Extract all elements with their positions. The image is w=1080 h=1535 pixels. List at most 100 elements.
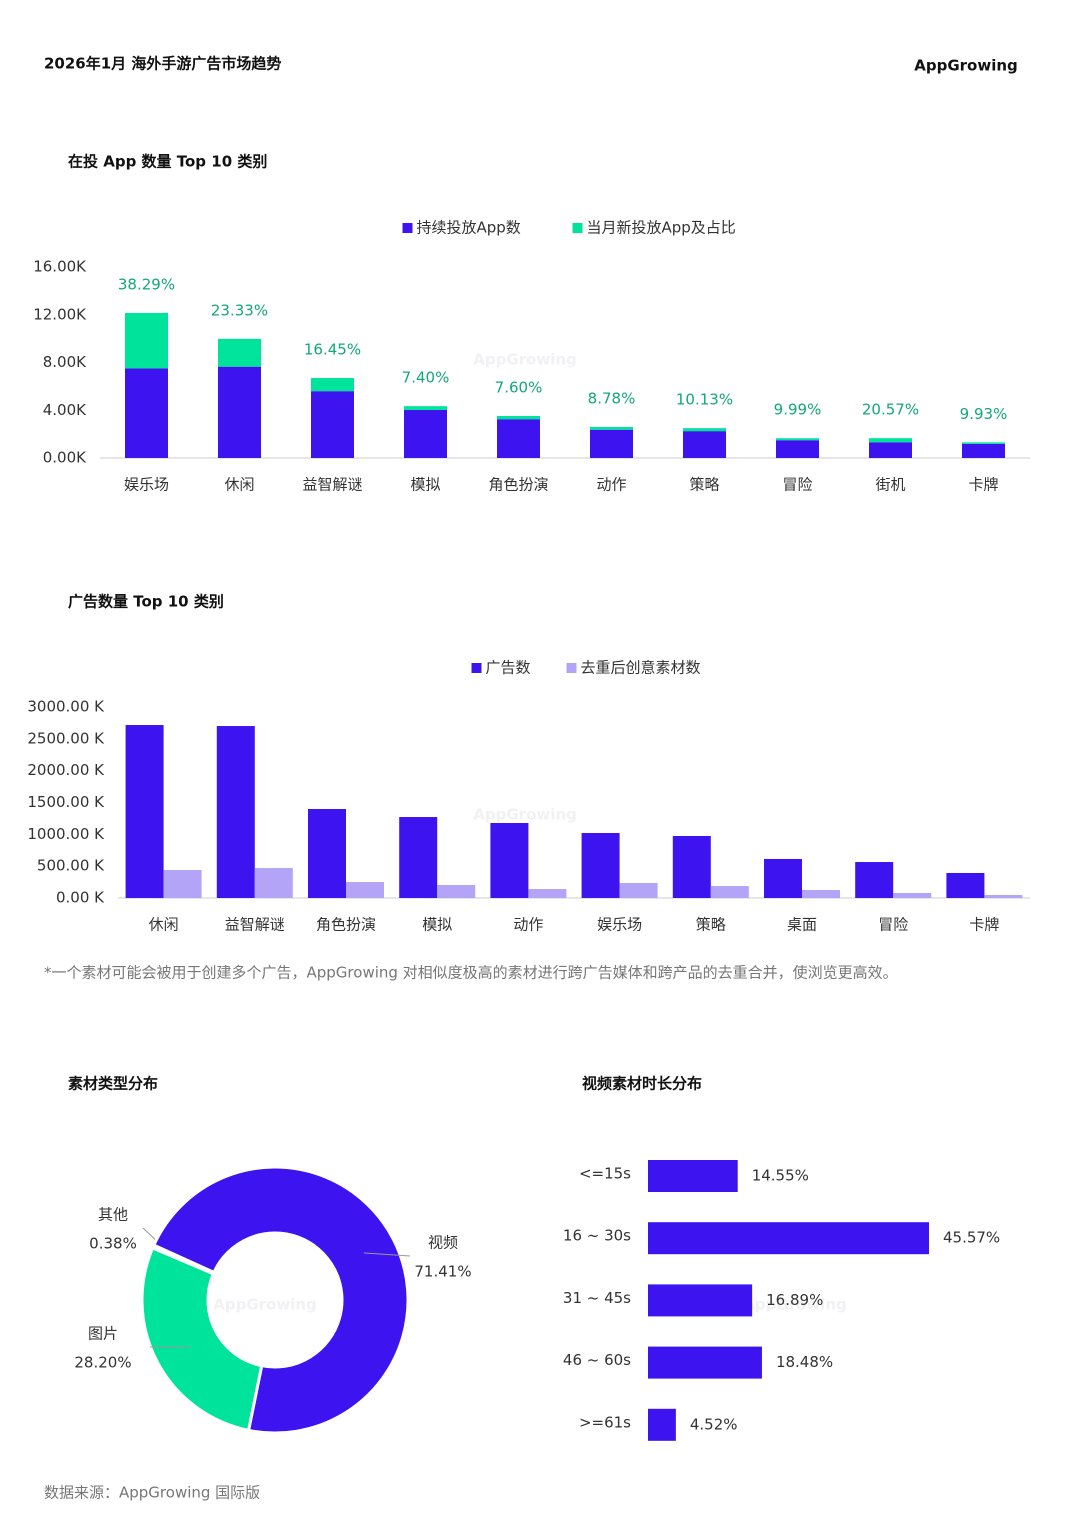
bar bbox=[710, 886, 749, 898]
bar bbox=[802, 889, 840, 898]
y-tick-label: 1000.00 K bbox=[27, 825, 105, 843]
bar bbox=[855, 862, 894, 898]
legend-swatch bbox=[572, 223, 583, 233]
share-label: 16.45% bbox=[304, 341, 361, 359]
slice-value: 0.38% bbox=[89, 1235, 137, 1253]
bar-segment bbox=[869, 442, 912, 458]
share-label: 20.57% bbox=[862, 401, 919, 419]
y-tick-label: 16 ~ 30s bbox=[563, 1227, 631, 1245]
chart-title: 广告数量 Top 10 类别 bbox=[68, 593, 224, 611]
slice-label: 视频 bbox=[428, 1234, 458, 1252]
bar-segment bbox=[683, 431, 726, 458]
x-tick-label: 冒险 bbox=[878, 916, 908, 934]
share-label: 7.40% bbox=[402, 369, 450, 387]
bar bbox=[893, 892, 932, 898]
y-tick-label: <=15s bbox=[579, 1165, 631, 1183]
legend-label: 持续投放App数 bbox=[417, 219, 521, 237]
page-title: 2026年1月 海外手游广告市场趋势 bbox=[44, 55, 281, 73]
bar bbox=[399, 817, 438, 898]
bar-segment bbox=[125, 368, 168, 458]
y-tick-label: 2500.00 K bbox=[27, 729, 105, 747]
watermark: AppGrowing bbox=[213, 1296, 317, 1314]
bar bbox=[764, 858, 802, 898]
slice bbox=[140, 1246, 264, 1433]
slice-label: 其他 bbox=[98, 1206, 128, 1224]
bar bbox=[672, 835, 711, 898]
share-label: 10.13% bbox=[676, 391, 733, 409]
bar bbox=[984, 895, 1023, 898]
bar bbox=[216, 726, 255, 898]
y-tick-label: 16.00K bbox=[33, 258, 87, 276]
bar bbox=[346, 882, 384, 898]
bar-segment bbox=[218, 366, 261, 458]
chart-title: 视频素材时长分布 bbox=[582, 1075, 702, 1093]
legend-swatch bbox=[402, 223, 413, 233]
bar bbox=[581, 832, 620, 898]
share-label: 23.33% bbox=[211, 301, 268, 319]
legend-swatch bbox=[471, 663, 482, 673]
bar bbox=[490, 823, 529, 898]
bar-segment bbox=[404, 410, 447, 458]
bar bbox=[619, 882, 658, 898]
watermark: AppGrowing bbox=[743, 1296, 847, 1314]
x-tick-label: 休闲 bbox=[224, 476, 254, 494]
share-label: 9.93% bbox=[960, 405, 1008, 423]
share-label: 38.29% bbox=[118, 275, 175, 293]
x-tick-label: 角色扮演 bbox=[488, 476, 548, 494]
value-label: 4.52% bbox=[690, 1415, 738, 1433]
slice-value: 71.41% bbox=[414, 1263, 471, 1281]
x-tick-label: 娱乐场 bbox=[124, 476, 169, 494]
x-tick-label: 角色扮演 bbox=[316, 916, 376, 934]
y-tick-label: 0.00 K bbox=[56, 889, 105, 907]
bar bbox=[254, 868, 293, 898]
value-label: 45.57% bbox=[943, 1229, 1000, 1247]
share-label: 7.60% bbox=[495, 378, 543, 396]
y-tick-label: 0.00K bbox=[43, 449, 87, 467]
y-tick-label: 1500.00 K bbox=[27, 793, 105, 811]
logo: AppGrowing bbox=[914, 57, 1018, 75]
y-tick-label: >=61s bbox=[579, 1413, 631, 1431]
watermark: AppGrowing bbox=[473, 351, 577, 369]
x-tick-label: 街机 bbox=[875, 476, 905, 494]
value-label: 18.48% bbox=[776, 1353, 833, 1371]
bar bbox=[528, 889, 567, 898]
x-tick-label: 卡牌 bbox=[969, 916, 999, 934]
bar-segment bbox=[404, 406, 447, 411]
legend-label: 去重后创意素材数 bbox=[581, 659, 701, 677]
bar bbox=[648, 1346, 762, 1379]
legend-label: 广告数 bbox=[486, 659, 531, 677]
x-tick-label: 卡牌 bbox=[968, 476, 998, 494]
slice-label: 图片 bbox=[88, 1325, 118, 1343]
bar bbox=[946, 872, 985, 898]
bar-segment bbox=[590, 426, 633, 430]
x-tick-label: 模拟 bbox=[422, 916, 452, 934]
bar bbox=[163, 869, 202, 898]
slice-value: 28.20% bbox=[74, 1354, 131, 1372]
bar bbox=[437, 885, 476, 898]
watermark: AppGrowing bbox=[473, 806, 577, 824]
bar-segment bbox=[683, 428, 726, 432]
x-tick-label: 休闲 bbox=[149, 916, 179, 934]
slice bbox=[151, 1165, 410, 1435]
source: 数据来源：AppGrowing 国际版 bbox=[44, 1484, 260, 1502]
value-label: 14.55% bbox=[752, 1167, 809, 1185]
bar bbox=[648, 1160, 738, 1192]
y-tick-label: 31 ~ 45s bbox=[563, 1289, 631, 1307]
bar-segment bbox=[497, 419, 540, 458]
x-tick-label: 桌面 bbox=[787, 916, 817, 934]
bar-segment bbox=[218, 338, 261, 367]
bar-segment bbox=[311, 378, 354, 392]
legend-label: 当月新投放App及占比 bbox=[587, 219, 736, 237]
legend-swatch bbox=[566, 663, 577, 673]
value-label: 16.89% bbox=[766, 1291, 823, 1309]
x-tick-label: 娱乐场 bbox=[597, 916, 642, 934]
footnote: *一个素材可能会被用于创建多个广告，AppGrowing 对相似度极高的素材进行… bbox=[44, 964, 898, 982]
share-label: 9.99% bbox=[774, 401, 822, 419]
y-tick-label: 46 ~ 60s bbox=[563, 1351, 631, 1369]
x-tick-label: 冒险 bbox=[782, 476, 812, 494]
x-tick-label: 动作 bbox=[596, 476, 626, 494]
bar bbox=[125, 725, 164, 898]
bar-segment bbox=[776, 438, 819, 441]
y-tick-label: 8.00K bbox=[43, 353, 87, 371]
